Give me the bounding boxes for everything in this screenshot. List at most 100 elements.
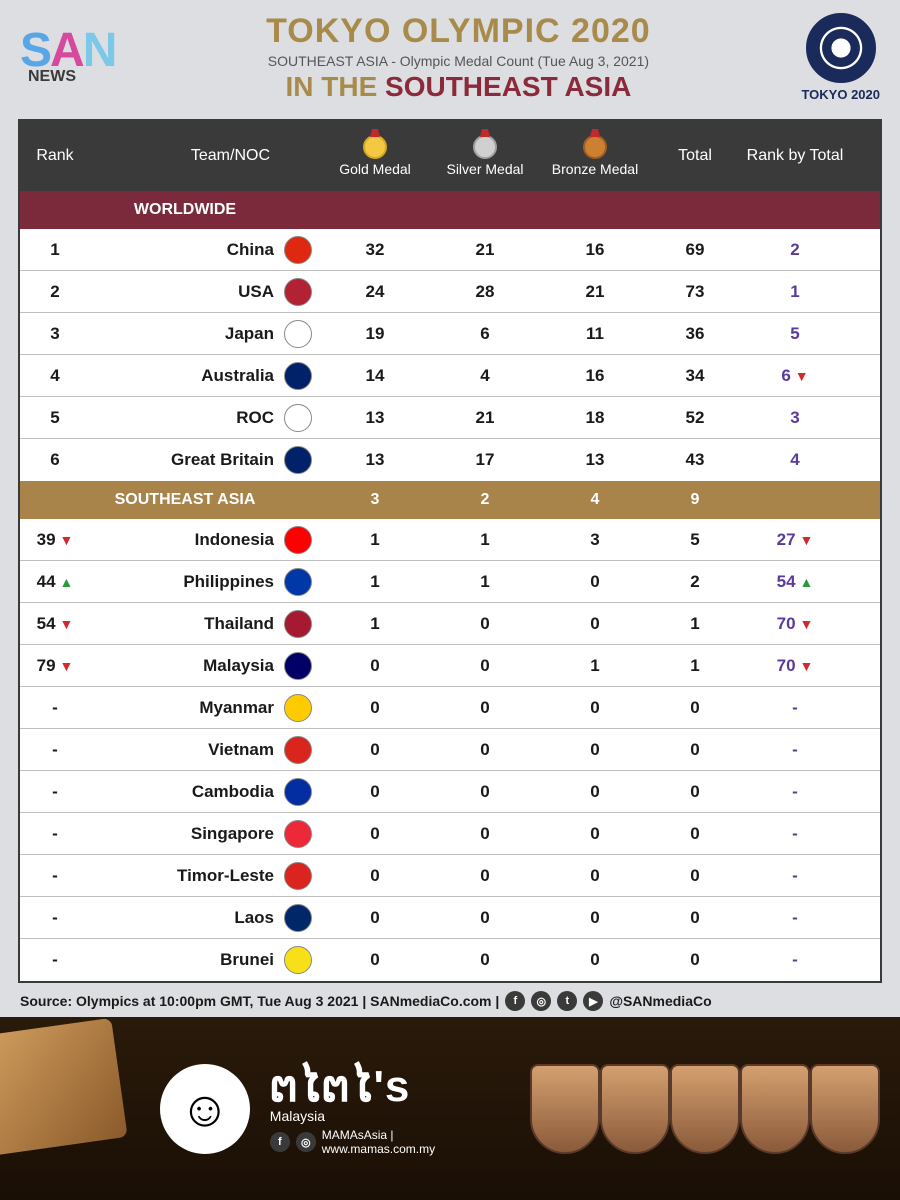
- sea-gold-total: 3: [320, 491, 430, 509]
- ad-face-icon: ☺: [160, 1064, 250, 1154]
- td-total: 0: [650, 740, 740, 760]
- td-rbt: 27▼: [740, 530, 850, 550]
- facebook-icon: f: [505, 991, 525, 1011]
- ad-brand: ຕໄຕໄ's: [270, 1061, 510, 1112]
- arrow-down-icon: ▼: [60, 658, 74, 674]
- td-total: 0: [650, 950, 740, 970]
- td-gold: 24: [320, 282, 430, 302]
- td-silver: 0: [430, 908, 540, 928]
- td-rank: -: [20, 866, 90, 886]
- table-row: 5ROC132118523: [20, 397, 880, 439]
- ad-text: ຕໄຕໄ's Malaysia f ◎ MAMAsAsia | www.mama…: [270, 1061, 510, 1156]
- silver-label: Silver Medal: [446, 161, 523, 177]
- td-rbt: 1: [740, 282, 850, 302]
- table-row: 4Australia14416346▼: [20, 355, 880, 397]
- flag-icon: [284, 904, 312, 932]
- gold-label: Gold Medal: [339, 161, 411, 177]
- td-total: 0: [650, 782, 740, 802]
- arrow-up-icon: ▲: [800, 574, 814, 590]
- table-row: 3Japan19611365: [20, 313, 880, 355]
- th-silver: Silver Medal: [430, 127, 540, 185]
- th-bronze: Bronze Medal: [540, 127, 650, 185]
- td-bronze: 18: [540, 408, 650, 428]
- flag-icon: [284, 652, 312, 680]
- td-rank: 2: [20, 282, 90, 302]
- td-bronze: 0: [540, 824, 650, 844]
- ad-banner: ☺ ຕໄຕໄ's Malaysia f ◎ MAMAsAsia | www.ma…: [0, 1017, 900, 1200]
- gold-medal-icon: [363, 135, 387, 159]
- td-gold: 0: [320, 950, 430, 970]
- td-rbt: -: [740, 824, 850, 844]
- td-team: Japan: [90, 320, 320, 348]
- table-row: -Cambodia0000-: [20, 771, 880, 813]
- td-bronze: 0: [540, 572, 650, 592]
- arrow-down-icon: ▼: [800, 532, 814, 548]
- cup-icon: [740, 1064, 810, 1154]
- td-silver: 28: [430, 282, 540, 302]
- bronze-label: Bronze Medal: [552, 161, 638, 177]
- page: SAN NEWS TOKYO OLYMPIC 2020 SOUTHEAST AS…: [0, 0, 900, 1200]
- td-team: ROC: [90, 404, 320, 432]
- td-gold: 0: [320, 782, 430, 802]
- in-the-text: IN THE: [285, 71, 385, 102]
- td-rank: -: [20, 824, 90, 844]
- td-rank: -: [20, 698, 90, 718]
- td-rank: -: [20, 950, 90, 970]
- td-team: Singapore: [90, 820, 320, 848]
- td-gold: 14: [320, 366, 430, 386]
- td-rbt: -: [740, 782, 850, 802]
- td-gold: 32: [320, 240, 430, 260]
- table-row: -Myanmar0000-: [20, 687, 880, 729]
- ad-social: f ◎ MAMAsAsia | www.mamas.com.my: [270, 1128, 510, 1156]
- td-total: 0: [650, 908, 740, 928]
- flag-icon: [284, 778, 312, 806]
- flag-icon: [284, 320, 312, 348]
- td-silver: 6: [430, 324, 540, 344]
- td-rank: 79▼: [20, 656, 90, 676]
- arrow-down-icon: ▼: [800, 658, 814, 674]
- td-bronze: 21: [540, 282, 650, 302]
- td-rank: -: [20, 740, 90, 760]
- td-rbt: -: [740, 698, 850, 718]
- td-team: Malaysia: [90, 652, 320, 680]
- td-bronze: 0: [540, 698, 650, 718]
- td-bronze: 16: [540, 366, 650, 386]
- td-gold: 0: [320, 866, 430, 886]
- td-bronze: 0: [540, 782, 650, 802]
- td-silver: 0: [430, 698, 540, 718]
- td-total: 1: [650, 656, 740, 676]
- cup-icon: [600, 1064, 670, 1154]
- td-silver: 0: [430, 824, 540, 844]
- table-row: -Singapore0000-: [20, 813, 880, 855]
- table-row: 54▼Thailand100170▼: [20, 603, 880, 645]
- cup-icon: [670, 1064, 740, 1154]
- table-header: Rank Team/NOC Gold Medal Silver Medal Br…: [20, 121, 880, 191]
- td-rbt: 5: [740, 324, 850, 344]
- title-in-sea: IN THE SOUTHEAST ASIA: [131, 71, 785, 103]
- flag-icon: [284, 404, 312, 432]
- td-team: Timor-Leste: [90, 862, 320, 890]
- td-total: 0: [650, 698, 740, 718]
- td-silver: 21: [430, 240, 540, 260]
- flag-icon: [284, 446, 312, 474]
- flag-icon: [284, 362, 312, 390]
- th-team: Team/NOC: [90, 139, 320, 173]
- td-team: Vietnam: [90, 736, 320, 764]
- header: SAN NEWS TOKYO OLYMPIC 2020 SOUTHEAST AS…: [0, 0, 900, 111]
- td-team: Myanmar: [90, 694, 320, 722]
- td-bronze: 1: [540, 656, 650, 676]
- td-bronze: 0: [540, 908, 650, 928]
- td-total: 5: [650, 530, 740, 550]
- youtube-icon: ▶: [583, 991, 603, 1011]
- flag-icon: [284, 568, 312, 596]
- twitter-icon: t: [557, 991, 577, 1011]
- td-rank: 1: [20, 240, 90, 260]
- td-rank: 3: [20, 324, 90, 344]
- section-sea: SOUTHEAST ASIA 3 2 4 9: [20, 481, 880, 519]
- table-row: -Brunei0000-: [20, 939, 880, 981]
- td-bronze: 13: [540, 450, 650, 470]
- td-rbt: 6▼: [740, 366, 850, 386]
- td-bronze: 11: [540, 324, 650, 344]
- title-main: TOKYO OLYMPIC 2020: [131, 12, 785, 51]
- td-bronze: 0: [540, 740, 650, 760]
